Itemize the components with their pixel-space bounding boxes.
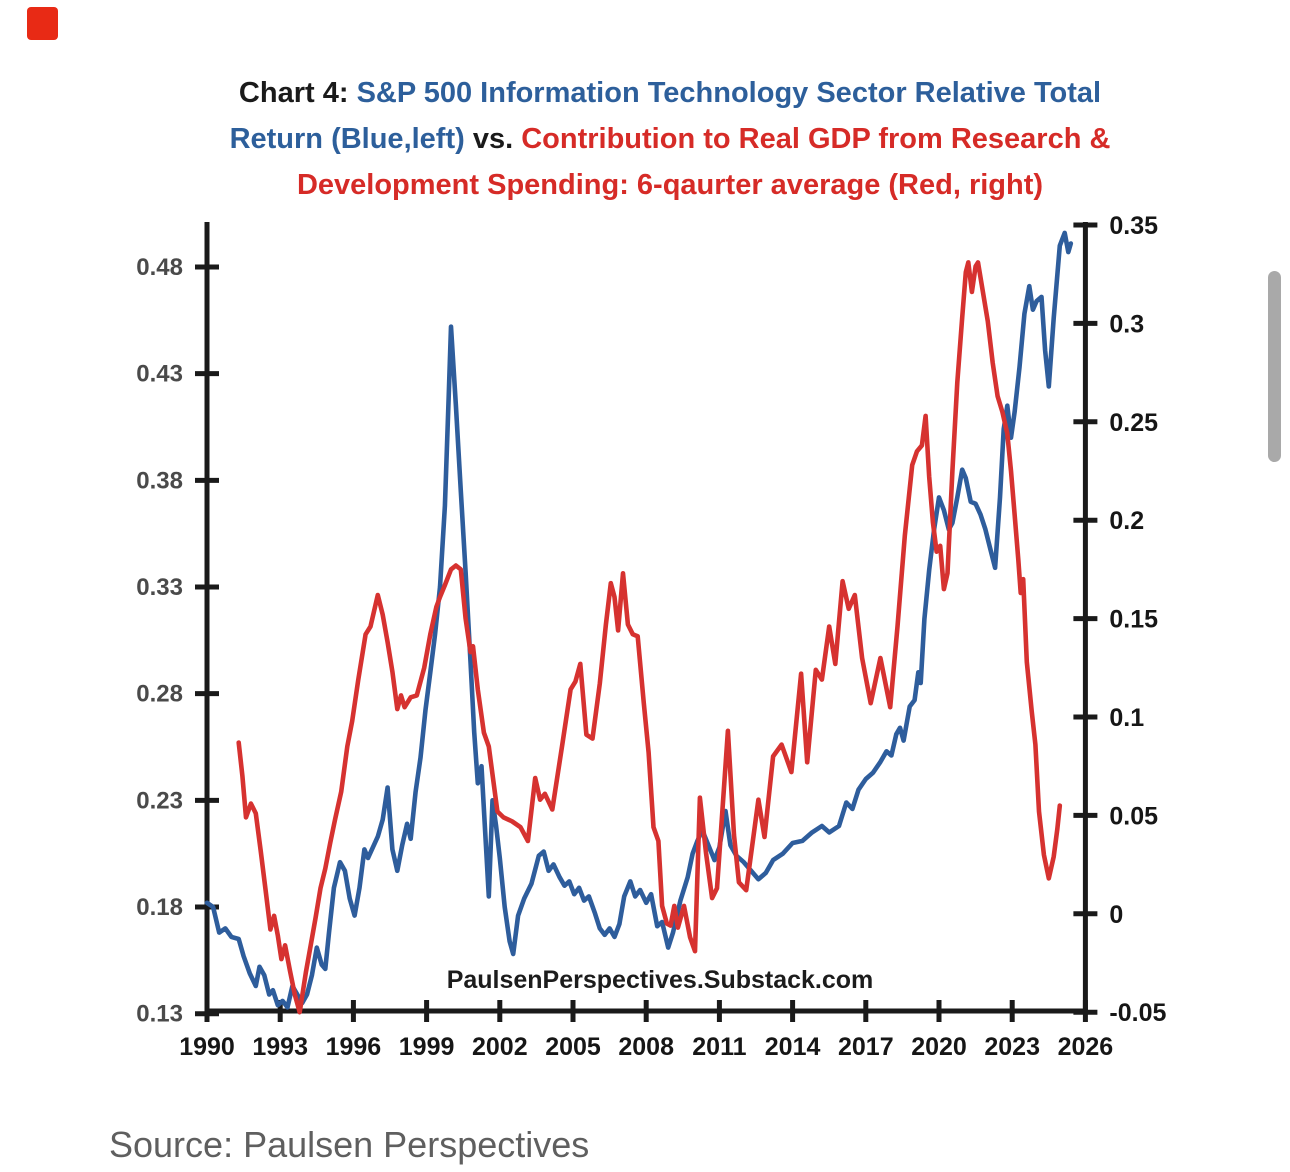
x-tick-label: 1990: [179, 1033, 235, 1061]
chart-title: Chart 4: S&P 500 Information Technology …: [50, 70, 1290, 208]
y-left-tick-label: 0.43: [136, 361, 183, 388]
x-tick-label: 1996: [326, 1033, 382, 1061]
chart-title-red-part2: Development Spending: 6-qaurter average …: [296, 169, 1044, 201]
series-line-blue: [204, 230, 1074, 1010]
x-tick-label: 2008: [618, 1033, 674, 1061]
chart-title-line1: Chart 4: S&P 500 Information Technology …: [50, 70, 1290, 116]
red-corner-badge: [27, 7, 58, 40]
chart-axes: [204, 222, 1088, 1014]
chart-title-line2: Return (Blue,left) vs. Contribution to R…: [50, 116, 1290, 162]
chart-title-vs: vs.: [472, 123, 522, 155]
x-tick-label: 2017: [838, 1033, 894, 1061]
y-left-tick-label: 0.18: [136, 894, 183, 921]
y-left-tick-label: 0.38: [136, 467, 183, 494]
x-tick-label: 2026: [1058, 1033, 1114, 1061]
vertical-scrollbar-thumb[interactable]: [1268, 271, 1281, 462]
chart-title-red-part1: Contribution to Real GDP from Research &: [521, 123, 1111, 155]
y-right-tick-label: 0.05: [1109, 802, 1158, 830]
x-tick-label: 2011: [692, 1033, 746, 1061]
chart-series-lines: [204, 230, 1074, 1015]
y-left-tick-label: 0.33: [136, 574, 183, 601]
chart-title-chart4: Chart 4:: [238, 77, 357, 109]
watermark-text: PaulsenPerspectives.Substack.com: [446, 966, 874, 994]
y-left-tick-label: 0.23: [136, 787, 183, 814]
y-left-tick-label: 0.28: [136, 681, 183, 708]
y-right-tick-label: -0.05: [1109, 999, 1166, 1027]
y-right-tick-label: 0.2: [1109, 507, 1144, 535]
x-tick-label: 1993: [252, 1033, 308, 1061]
x-tick-label: 1999: [399, 1033, 455, 1061]
source-caption: Source: Paulsen Perspectives: [109, 1124, 590, 1165]
y-left-tick-label: 0.13: [136, 1001, 183, 1028]
y-right-tick-label: 0.15: [1109, 606, 1158, 634]
x-tick-label: 2020: [911, 1033, 967, 1061]
y-right-tick-label: 0: [1109, 901, 1123, 929]
y-right-tick-label: 0.35: [1109, 212, 1158, 240]
chart-ticks: [195, 222, 1098, 1022]
x-tick-label: 2014: [765, 1033, 821, 1061]
series-line-red: [236, 260, 1063, 1015]
chart-title-line3: Development Spending: 6-qaurter average …: [50, 162, 1290, 208]
y-left-tick-label: 0.48: [136, 254, 183, 281]
y-right-tick-label: 0.25: [1109, 409, 1158, 437]
y-right-tick-label: 0.3: [1109, 310, 1144, 338]
chart-title-blue-part2: Return (Blue,left): [229, 123, 473, 155]
y-right-tick-label: 0.1: [1109, 704, 1144, 732]
x-tick-label: 2002: [472, 1033, 528, 1061]
x-tick-label: 2005: [545, 1033, 601, 1061]
x-tick-label: 2023: [984, 1033, 1040, 1061]
chart-tick-labels: 0.48 0.43 0.38 0.33 0.28 0.23 0.18 0.13 0.35 0.3 0…: [136, 212, 1166, 1061]
chart-title-blue-part1: S&P 500 Information Technology Sector Re…: [356, 77, 1102, 109]
